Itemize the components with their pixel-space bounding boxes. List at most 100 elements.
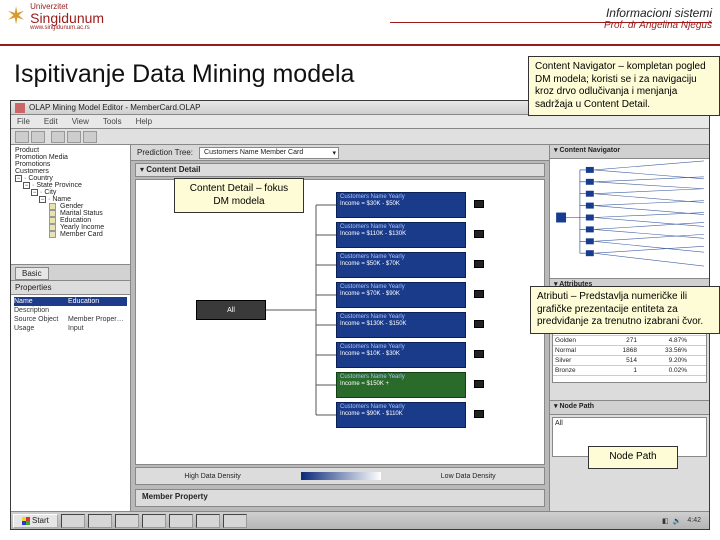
expand-icon[interactable]: − [39, 196, 46, 203]
callout-attributes: Atributi – Predstavlja numeričke ili gra… [530, 286, 720, 334]
menu-edit[interactable]: Edit [44, 117, 58, 126]
tree-leaf: Yearly Income [49, 224, 126, 231]
content-detail-header: ▾ Content Detail [135, 163, 545, 177]
prediction-bar: Prediction Tree: Customers Name Member C… [131, 145, 549, 161]
windows-icon [22, 517, 30, 525]
toggle-icon[interactable]: ▾ [554, 403, 558, 410]
toggle-icon[interactable]: ▾ [140, 165, 144, 174]
expand-stub[interactable] [474, 380, 484, 388]
callout-detail: Content Detail – fokus DM modela [174, 178, 304, 213]
tree-node[interactable]: Customers Name YearlyIncome = $50K - $70… [336, 252, 466, 278]
toolbar-button[interactable] [51, 131, 65, 143]
prop-row: Description [14, 306, 127, 315]
expand-stub[interactable] [474, 230, 484, 238]
tree-leaf: Education [49, 217, 126, 224]
legend-gradient [301, 472, 381, 480]
tree-node[interactable]: Customers Name YearlyIncome = $30K - $50… [336, 192, 466, 218]
tree-item: − · State Province [15, 182, 126, 189]
legend-low: Low Data Density [441, 473, 496, 480]
props-tabs: Basic [11, 265, 130, 281]
menu-view[interactable]: View [72, 117, 89, 126]
clock[interactable]: 4:42 [685, 517, 703, 524]
page-title: Ispitivanje Data Mining modela [14, 60, 354, 89]
tree-item: Customers [15, 168, 126, 175]
professor-name: Prof. dr Angelina Njeguš [604, 20, 712, 31]
expand-stub[interactable] [474, 410, 484, 418]
navigator-header: ▾ Content Navigator [550, 145, 709, 159]
expand-stub[interactable] [474, 350, 484, 358]
app-icon [15, 103, 25, 113]
tree-item: − · Country [15, 175, 126, 182]
taskbar-item[interactable] [142, 514, 166, 528]
nodepath-header: ▾ Node Path [550, 401, 709, 415]
logo-name: Singidunum [30, 11, 104, 25]
tree-node[interactable]: Customers Name YearlyIncome = $90K - $11… [336, 402, 466, 428]
basic-tab[interactable]: Basic [15, 267, 49, 280]
taskbar-item[interactable] [223, 514, 247, 528]
prop-row: UsageInput [14, 324, 127, 333]
menu-help[interactable]: Help [136, 117, 152, 126]
legend-high: High Data Density [184, 473, 240, 480]
menu-file[interactable]: File [17, 117, 30, 126]
expand-icon[interactable]: − [23, 182, 30, 189]
toolbar-button[interactable] [83, 131, 97, 143]
properties-grid: NameEducation Description Source ObjectM… [11, 295, 130, 511]
expand-stub[interactable] [474, 260, 484, 268]
left-pane: Product Promotion Media Promotions Custo… [11, 145, 131, 511]
table-row[interactable]: Golden2714.87% [553, 336, 706, 346]
logo-star-icon: ✶ [6, 2, 26, 31]
dimension-tree[interactable]: Product Promotion Media Promotions Custo… [11, 145, 130, 265]
table-row[interactable]: Normal186833.56% [553, 346, 706, 356]
table-row[interactable]: Silver5149.20% [553, 356, 706, 366]
density-legend: High Data Density Low Data Density [135, 467, 545, 485]
tray-icon[interactable]: 🔊 [673, 517, 682, 525]
toolbar-button[interactable] [31, 131, 45, 143]
taskbar-item[interactable] [115, 514, 139, 528]
taskbar: Start ◧ 🔊 4:42 [11, 511, 709, 529]
root-node[interactable]: All [196, 300, 266, 320]
tree-item: Promotion Media [15, 154, 126, 161]
taskbar-item[interactable] [196, 514, 220, 528]
tree-node[interactable]: Customers Name YearlyIncome = $70K - $90… [336, 282, 466, 308]
expand-stub[interactable] [474, 200, 484, 208]
tree-node[interactable]: Customers Name YearlyIncome = $110K - $1… [336, 222, 466, 248]
tree-overview-icon [550, 159, 709, 278]
toolbar-button[interactable] [67, 131, 81, 143]
tree-leaf: Member Card [49, 231, 126, 238]
window-title: OLAP Mining Model Editor - MemberCard.OL… [29, 103, 200, 112]
toolbar [11, 129, 709, 145]
tree-node[interactable]: Customers Name YearlyIncome = $10K - $30… [336, 342, 466, 368]
menubar: File Edit View Tools Help [11, 115, 709, 129]
menu-tools[interactable]: Tools [103, 117, 122, 126]
content-navigator[interactable] [550, 159, 709, 279]
toggle-icon[interactable]: ▾ [554, 147, 558, 154]
logo-url: www.singidunum.ac.rs [30, 25, 104, 31]
expand-icon[interactable]: − [15, 175, 22, 182]
tree-item: − · City [15, 189, 126, 196]
university-logo: ✶ Univerzitet Singidunum www.singidunum.… [6, 2, 104, 31]
taskbar-item[interactable] [88, 514, 112, 528]
expand-stub[interactable] [474, 290, 484, 298]
taskbar-item[interactable] [169, 514, 193, 528]
callout-nodepath: Node Path [588, 446, 678, 469]
tray-icon[interactable]: ◧ [662, 517, 669, 525]
prop-row: NameEducation [14, 297, 127, 306]
toolbar-button[interactable] [15, 131, 29, 143]
callout-navigator: Content Navigator – kompletan pogled DM … [528, 56, 720, 116]
decision-tree-canvas[interactable]: All Customers Name YearlyIncome = $30K -… [135, 179, 545, 465]
taskbar-item[interactable] [61, 514, 85, 528]
prop-row: Source ObjectMember Proper… [14, 315, 127, 324]
prediction-dropdown[interactable]: Customers Name Member Card [199, 147, 339, 159]
slide-header: ✶ Univerzitet Singidunum www.singidunum.… [0, 0, 720, 46]
properties-header: Properties [11, 281, 130, 295]
tree-leaf: Gender [49, 203, 126, 210]
expand-icon[interactable]: − [31, 189, 38, 196]
start-button[interactable]: Start [13, 514, 58, 528]
system-tray[interactable]: ◧ 🔊 4:42 [662, 517, 707, 525]
tree-leaf: Marital Status [49, 210, 126, 217]
tree-node[interactable]: Customers Name YearlyIncome = $130K - $1… [336, 312, 466, 338]
expand-stub[interactable] [474, 320, 484, 328]
tree-node[interactable]: Customers Name YearlyIncome = $150K + [336, 372, 466, 398]
table-row[interactable]: Bronze10.02% [553, 366, 706, 376]
course-title: Informacioni sistemi [604, 6, 712, 20]
